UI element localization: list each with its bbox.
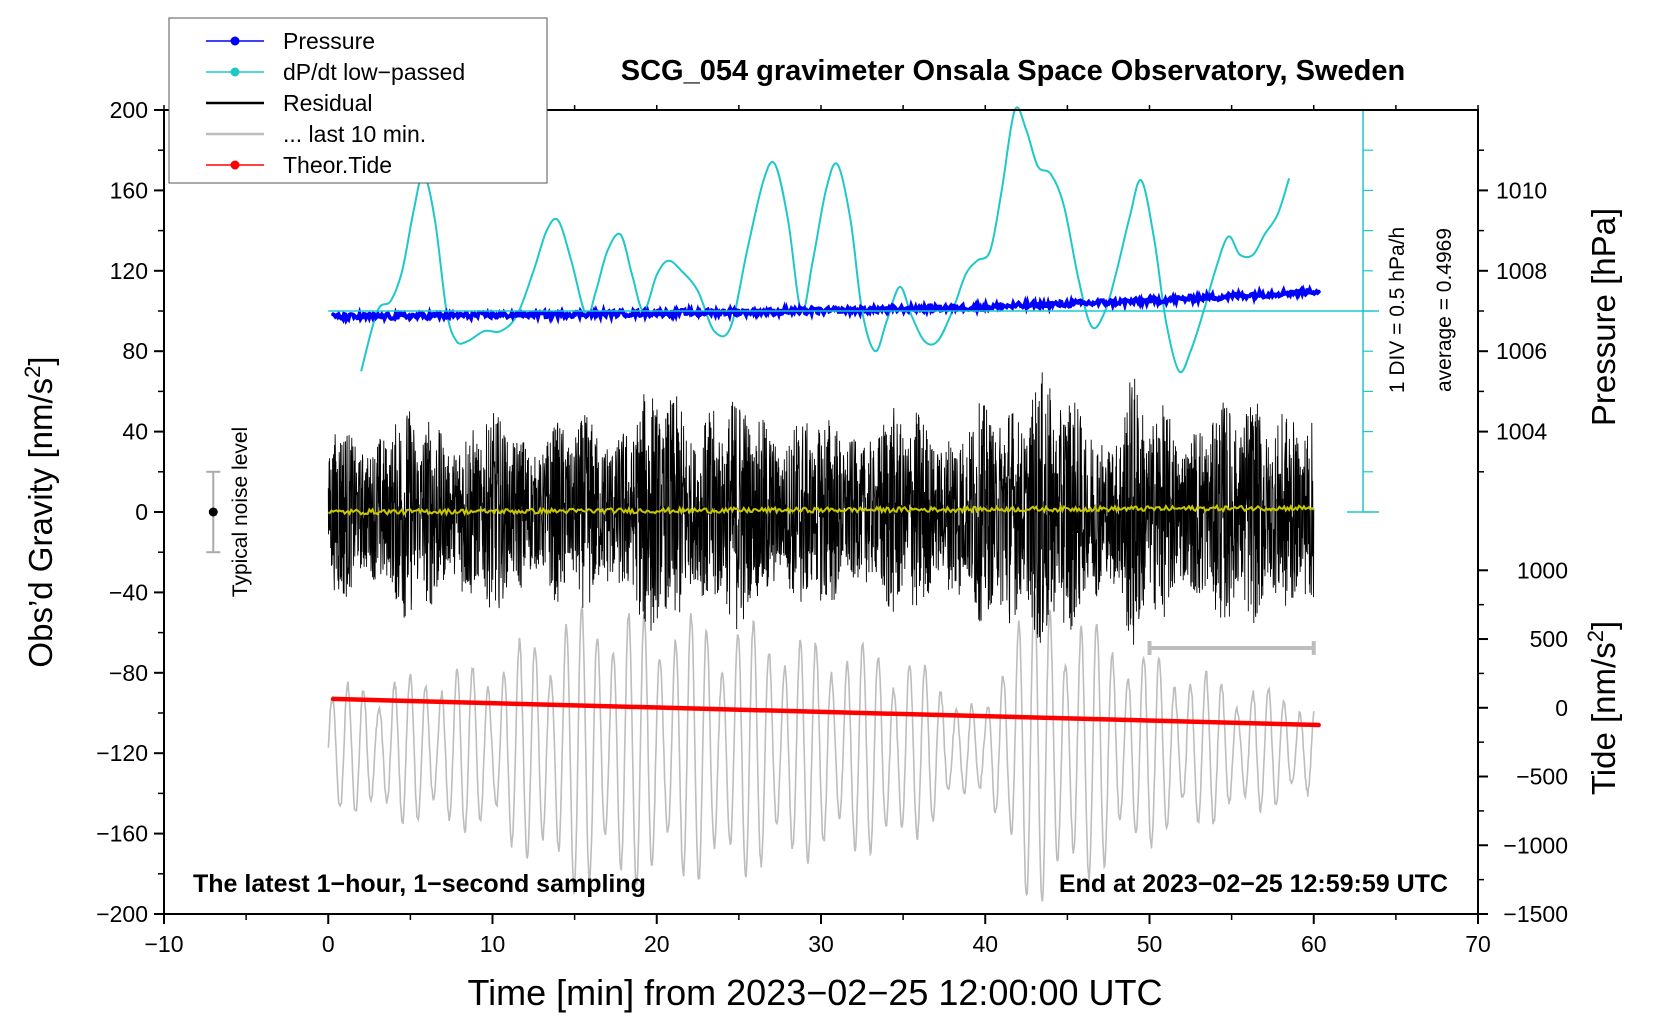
last-10-min-line xyxy=(327,590,1315,902)
x-tick-label: 0 xyxy=(322,931,335,957)
pressure-tick-label: 1010 xyxy=(1496,177,1547,203)
y-tick-label: 200 xyxy=(110,97,148,123)
legend-label: Theor.Tide xyxy=(283,152,392,178)
legend-label: ... last 10 min. xyxy=(283,121,426,147)
theor-tide-series xyxy=(330,696,1321,728)
residual-line xyxy=(327,372,1315,645)
pressure-axis-ticks: 1004 1006 1008 1010 xyxy=(1478,149,1547,473)
last-10-min-marker xyxy=(1147,641,1316,655)
x-tick-label: 40 xyxy=(972,931,998,957)
y-tick-label: 160 xyxy=(110,177,148,203)
tide-tick-label: 0 xyxy=(1555,695,1568,721)
tide-tick-label: 500 xyxy=(1530,626,1568,652)
noise-level-bar xyxy=(206,470,221,554)
annotation-dpdt-div: 1 DIV = 0.5 hPa/h xyxy=(1386,227,1409,393)
annotation-end-time: End at 2023−02−25 12:59:59 UTC xyxy=(1059,870,1448,898)
y-tick-label: −80 xyxy=(109,660,148,686)
tide-tick-label: −1500 xyxy=(1503,901,1568,927)
legend: Pressure dP/dt low−passed Residual ... last… xyxy=(168,17,548,184)
dpdt-scale-axis xyxy=(328,109,1380,513)
y-tick-label: 40 xyxy=(122,419,148,445)
theor-tide-line xyxy=(330,696,1321,728)
tide-tick-label: 1000 xyxy=(1517,557,1568,583)
y-tick-label: 120 xyxy=(110,258,148,284)
annotation-sampling: The latest 1−hour, 1−second sampling xyxy=(193,870,646,898)
pressure-series xyxy=(331,284,1321,326)
pressure-tick-label: 1008 xyxy=(1496,258,1547,284)
legend-marker xyxy=(230,160,240,170)
annotation-dpdt-average: average = 0.4969 xyxy=(1433,228,1456,392)
y-tick-label: −40 xyxy=(109,579,148,605)
legend-label: Residual xyxy=(283,90,373,116)
y-tick-label: −200 xyxy=(96,901,148,927)
legend-label: Pressure xyxy=(283,28,375,54)
x-tick-label: 20 xyxy=(644,931,670,957)
x-tick-label: 60 xyxy=(1301,931,1327,957)
y-axis-ticks: −200 −160 −120 −80 −40 0 40 80 120 160 200 xyxy=(96,97,164,927)
y-tick-label: −160 xyxy=(96,821,148,847)
residual-mean-series xyxy=(328,503,1315,517)
legend-label: dP/dt low−passed xyxy=(283,59,465,85)
tide-tick-label: −500 xyxy=(1516,764,1568,790)
x-tick-label: 30 xyxy=(808,931,834,957)
x-axis-label: Time [min] from 2023−02−25 12:00:00 UTC xyxy=(467,972,1162,1013)
legend-marker xyxy=(230,67,240,77)
y-tick-label: −120 xyxy=(96,740,148,766)
y-axis-label-tide: Tide [nm/s2] xyxy=(1583,621,1622,795)
x-axis-ticks: −10 0 10 20 30 40 50 60 70 xyxy=(144,105,1491,957)
tide-axis-ticks: −1500 −1000 −500 0 500 1000 xyxy=(1478,557,1568,927)
annotation-noise-level: Typical noise level xyxy=(229,427,252,597)
legend-box xyxy=(168,17,548,184)
tide-tick-label: −1000 xyxy=(1503,832,1568,858)
pressure-line xyxy=(331,284,1321,326)
y-tick-label: 80 xyxy=(122,338,148,364)
pressure-tick-label: 1004 xyxy=(1496,419,1547,445)
last-10-min-series xyxy=(327,590,1315,902)
chart-title: SCG_054 gravimeter Onsala Space Observat… xyxy=(621,55,1405,87)
x-tick-label: 70 xyxy=(1465,931,1491,957)
noise-bar-dot xyxy=(208,507,218,517)
legend-marker xyxy=(230,36,240,46)
y-axis-label-pressure: Pressure [hPa] xyxy=(1585,208,1622,426)
y-tick-label: 0 xyxy=(135,499,148,525)
x-tick-label: 10 xyxy=(480,931,506,957)
pressure-tick-label: 1006 xyxy=(1496,338,1547,364)
residual-series xyxy=(327,372,1315,645)
x-tick-label: −10 xyxy=(144,931,183,957)
x-tick-label: 50 xyxy=(1137,931,1163,957)
y-axis-label-left: Obs’d Gravity [nm/s2] xyxy=(20,356,59,667)
residual-mean-line xyxy=(328,503,1315,517)
